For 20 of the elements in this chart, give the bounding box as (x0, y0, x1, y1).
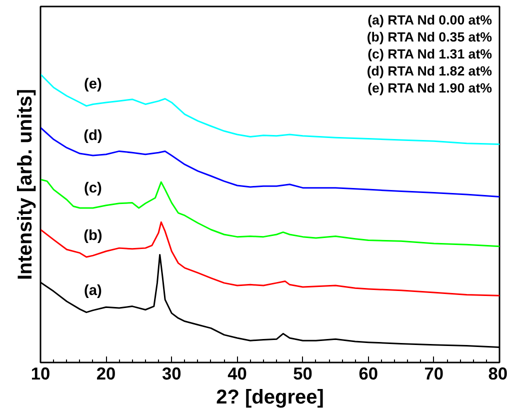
x-tick-label: 80 (488, 364, 507, 384)
x-tick-label: 30 (162, 364, 182, 384)
text: (b) RTA Nd 0.35 at% (366, 30, 492, 44)
series-label: (e) (84, 76, 102, 93)
annotation: (e) RTA Nd 1.90 at% (368, 80, 492, 96)
x-tick-label: 50 (293, 364, 312, 384)
y-axis-title: Intensity [arb. units] (14, 88, 36, 280)
series-label: (b) (84, 228, 102, 244)
annotation: (d) RTA Nd 1.82 at% (366, 64, 492, 78)
x-tick-label: 40 (228, 364, 247, 384)
text: (a) RTA Nd 0.00 at% (368, 12, 492, 28)
x-axis-title: 2? [degree] (216, 386, 324, 408)
x-tick-label: 70 (424, 364, 444, 384)
series-label: (c) (84, 180, 102, 196)
x-tick-label: 60 (358, 364, 378, 384)
text: (c) RTA Nd 1.31 at% (368, 46, 492, 62)
x-tick-label: 20 (96, 364, 116, 384)
series-label: (a) (84, 282, 102, 299)
x-tick-label: 10 (30, 364, 50, 384)
series-label: (d) (84, 128, 102, 144)
